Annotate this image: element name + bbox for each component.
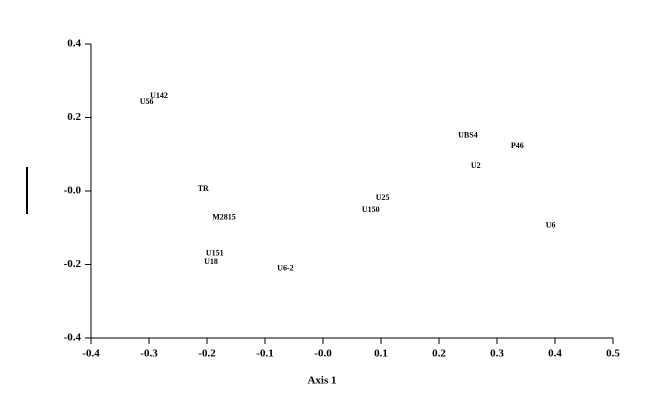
x-tick-label: -0.1 — [256, 348, 273, 360]
x-tick-label: 0.2 — [432, 348, 446, 360]
point-label: U142 — [150, 91, 168, 100]
point-label: P46 — [511, 141, 524, 150]
point-label: UBS4 — [458, 131, 478, 140]
y-tick-label: 0.4 — [67, 38, 81, 50]
y-tick-label: -0.0 — [64, 185, 82, 197]
point-label: U25 — [376, 193, 390, 202]
x-tick-label: 0.5 — [606, 348, 620, 360]
x-tick-label: -0.2 — [198, 348, 216, 360]
x-tick-label: 0.4 — [548, 348, 562, 360]
y-tick-label: 0.2 — [67, 111, 81, 123]
y-tick-label: -0.2 — [64, 258, 82, 270]
point-label: U150 — [362, 205, 380, 214]
point-label: U151 — [206, 249, 224, 258]
point-label: U6 — [546, 221, 556, 230]
x-tick-label: -0.0 — [314, 348, 332, 360]
x-tick-label: 0.1 — [374, 348, 388, 360]
point-label: M2815 — [212, 213, 236, 222]
y-tick-label: -0.4 — [64, 332, 82, 344]
x-tick-label: 0.3 — [490, 348, 504, 360]
point-label: U56 — [140, 97, 154, 106]
x-tick-label: -0.4 — [82, 348, 100, 360]
point-label: U18 — [204, 257, 218, 266]
point-label: U6-2 — [277, 264, 293, 273]
point-label: TR — [198, 184, 209, 193]
point-label: U2 — [471, 161, 481, 170]
x-axis-label: Axis 1 — [307, 375, 336, 387]
x-tick-label: -0.3 — [140, 348, 158, 360]
